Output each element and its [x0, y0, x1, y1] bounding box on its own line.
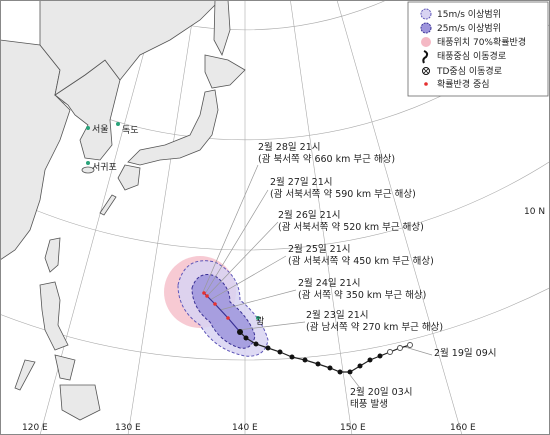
- parallel: [0, 23, 550, 141]
- legend: 15m/s 이상범위 25m/s 이상범위 태풍위치 70%확률반경 태풍중심 …: [407, 1, 549, 97]
- forecast-time: 2월 25일 21시: [288, 243, 350, 255]
- forecast-time: 2월 28일 21시: [258, 141, 320, 153]
- forecast-time: 2월 26일 21시: [278, 209, 340, 221]
- legend-label: TD중심 이동경로: [436, 65, 502, 77]
- history-label: 2월 20일 03시: [350, 386, 412, 398]
- lon-label: 150 E: [340, 423, 366, 433]
- forecast-location: (괌 서쪽 약 350 km 부근 해상): [298, 289, 426, 301]
- legend-label: 확률반경 중심: [437, 78, 490, 90]
- forecast-time: 2월 27일 21시: [270, 176, 332, 188]
- legend-label: 25m/s 이상범위: [437, 23, 501, 34]
- forecast-centers: [202, 291, 230, 320]
- place-label: 괌: [256, 315, 264, 327]
- forecast-location: (괌 서북서쪽 약 520 km 부근 해상): [278, 221, 424, 233]
- forecast-location: (괌 남서쪽 약 270 km 부근 해상): [306, 321, 443, 333]
- place-markers: [86, 122, 260, 320]
- lon-label: 140 E: [232, 423, 258, 433]
- legend-label: 15m/s 이상범위: [437, 9, 501, 20]
- land: [0, 0, 246, 421]
- parallel: [102, 0, 388, 31]
- meridian: [290, 0, 353, 435]
- place-label: 서귀포: [92, 162, 117, 173]
- history-label: 2월 19일 09시: [434, 347, 496, 359]
- place-label: 서울: [92, 124, 109, 135]
- forecast-location: (괌 북서쪽 약 660 km 부근 해상): [258, 153, 395, 165]
- td-points: [387, 342, 413, 355]
- legend-label: 태풍위치 70%확률반경: [437, 36, 526, 48]
- forecast-location: (괌 서북서쪽 약 450 km 부근 해상): [288, 255, 434, 267]
- lon-label: 120 E: [22, 423, 48, 433]
- legend-label: 태풍중심 이동경로: [437, 50, 506, 62]
- parallel: [0, 161, 550, 251]
- meridian: [336, 0, 463, 435]
- forecast-location: (괌 서북서쪽 약 590 km 부근 해상): [270, 188, 416, 200]
- lon-label: 160 E: [450, 423, 476, 433]
- parallel: [0, 287, 550, 361]
- history-label: 태풍 발생: [350, 399, 388, 410]
- meridian: [127, 0, 196, 435]
- forecast-time: 2월 23일 21시: [306, 309, 368, 321]
- forecast-time: 2월 24일 21시: [298, 277, 360, 289]
- typhoon-points: [237, 329, 383, 375]
- place-label: 독도: [122, 125, 139, 136]
- leader-lines: [202, 164, 433, 389]
- lon-label: 130 E: [115, 423, 141, 433]
- lat-label: 10 N: [524, 207, 545, 217]
